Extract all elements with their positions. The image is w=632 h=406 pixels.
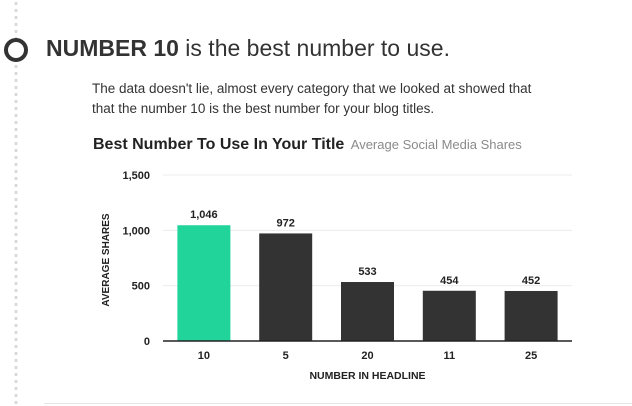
- timeline-marker-icon: [4, 38, 28, 62]
- value-label: 452: [522, 275, 540, 287]
- headline-rest: is the best number to use.: [178, 35, 450, 61]
- x-axis-label: NUMBER IN HEADLINE: [309, 370, 425, 382]
- value-label: 1,046: [190, 209, 218, 221]
- value-label: 454: [440, 275, 459, 287]
- x-tick-label: 25: [525, 350, 537, 362]
- x-tick-label: 5: [283, 350, 289, 362]
- y-tick-label: 500: [132, 281, 150, 293]
- y-tick-label: 1,500: [122, 170, 150, 182]
- x-tick-label: 10: [198, 350, 210, 362]
- section-divider: [44, 403, 632, 404]
- chart-heading: Best Number To Use In Your Title Average…: [93, 136, 522, 154]
- y-tick-label: 1,000: [122, 225, 150, 237]
- y-axis-ticks: 0 500 1,000 1,500: [122, 170, 150, 348]
- value-label: 533: [358, 266, 376, 278]
- timeline-dotted-line: [14, 0, 18, 406]
- y-tick-label: 0: [144, 336, 150, 348]
- x-tick-label: 11: [443, 350, 455, 362]
- bar-25: [504, 290, 558, 341]
- section-headline: NUMBER 10 is the best number to use.: [46, 34, 450, 62]
- bar-5: [259, 233, 313, 341]
- value-labels: 1,046 972 533 454 452: [190, 209, 540, 287]
- bar-11: [422, 290, 476, 341]
- chart-subtitle: Average Social Media Shares: [350, 137, 522, 152]
- x-axis-ticks: 10 5 20 11 25: [198, 350, 537, 362]
- intro-paragraph: The data doesn't lie, almost every categ…: [92, 81, 532, 116]
- bar-20: [341, 282, 394, 341]
- y-axis-label: AVERAGE SHARES: [101, 213, 112, 306]
- bars: [177, 225, 558, 341]
- bar-10: [177, 225, 231, 341]
- value-label: 972: [277, 217, 295, 229]
- headline-emphasis: NUMBER 10: [46, 35, 179, 61]
- chart-title: Best Number To Use In Your Title: [93, 136, 345, 153]
- x-tick-label: 20: [361, 350, 373, 362]
